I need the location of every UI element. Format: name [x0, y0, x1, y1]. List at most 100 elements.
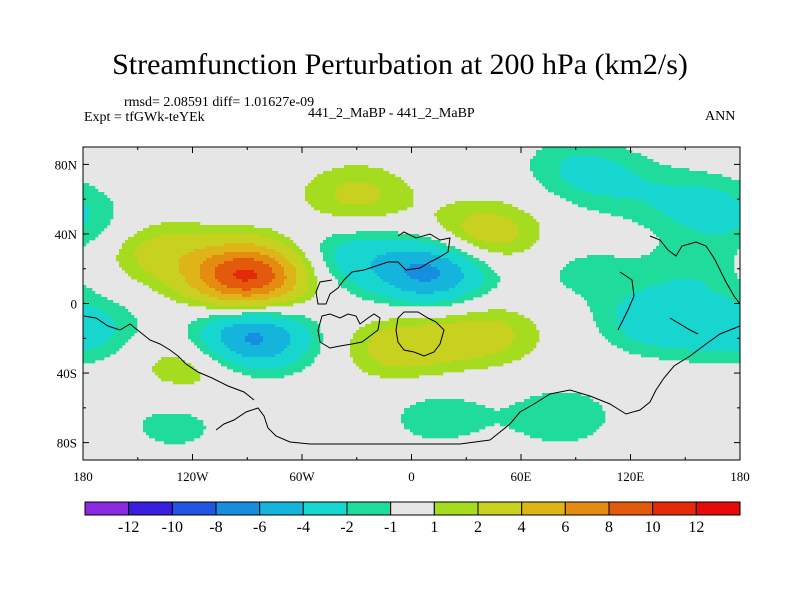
contour-cell: [332, 264, 336, 268]
contour-cell: [575, 162, 579, 166]
contour-cell: [365, 276, 369, 280]
contour-cell: [476, 273, 480, 277]
contour-cell: [203, 240, 207, 244]
contour-cell: [665, 255, 669, 259]
contour-cell: [167, 225, 171, 229]
contour-cell: [179, 255, 183, 259]
contour-cell: [407, 246, 411, 250]
contour-cell: [245, 234, 249, 238]
contour-cell: [677, 183, 681, 187]
contour-cell: [698, 267, 702, 271]
contour-cell: [494, 207, 498, 211]
contour-cell: [719, 195, 723, 199]
contour-cell: [392, 192, 396, 196]
contour-cell: [512, 240, 516, 244]
contour-cell: [692, 273, 696, 277]
contour-cell: [263, 255, 267, 259]
contour-cell: [728, 270, 732, 274]
contour-cell: [254, 243, 258, 247]
contour-cell: [518, 231, 522, 235]
contour-cell: [425, 255, 429, 259]
contour-cell: [509, 222, 513, 226]
contour-cell: [275, 258, 279, 262]
contour-cell: [512, 219, 516, 223]
contour-cell: [566, 192, 570, 196]
contour-cell: [353, 180, 357, 184]
contour-cell: [629, 198, 633, 202]
contour-cell: [614, 201, 618, 205]
contour-cell: [395, 195, 399, 199]
contour-cell: [671, 222, 675, 226]
contour-cell: [236, 261, 240, 265]
contour-cell: [266, 264, 270, 268]
contour-cell: [680, 225, 684, 229]
contour-cell: [563, 273, 567, 277]
contour-cell: [467, 219, 471, 223]
contour-cell: [539, 150, 543, 154]
contour-cell: [644, 270, 648, 274]
contour-cell: [356, 240, 360, 244]
contour-cell: [338, 204, 342, 208]
contour-cell: [719, 276, 723, 280]
contour-cell: [389, 207, 393, 211]
contour-cell: [377, 183, 381, 187]
contour-cell: [368, 231, 372, 235]
contour-cell: [437, 279, 441, 283]
contour-cell: [716, 270, 720, 274]
contour-cell: [251, 243, 255, 247]
contour-cell: [671, 246, 675, 250]
contour-cell: [422, 240, 426, 244]
contour-cell: [707, 222, 711, 226]
contour-cell: [407, 186, 411, 190]
contour-cell: [389, 174, 393, 178]
contour-cell: [170, 246, 174, 250]
contour-cell: [98, 198, 102, 202]
contour-cell: [203, 270, 207, 274]
contour-cell: [392, 261, 396, 265]
contour-cell: [428, 237, 432, 241]
contour-cell: [356, 174, 360, 178]
contour-cell: [392, 180, 396, 184]
contour-cell: [587, 147, 591, 151]
contour-cell: [173, 267, 177, 271]
contour-cell: [377, 279, 381, 283]
contour-cell: [131, 276, 135, 280]
contour-cell: [539, 177, 543, 181]
contour-cell: [374, 180, 378, 184]
contour-cell: [623, 261, 627, 265]
contour-cell: [164, 264, 168, 268]
contour-cell: [641, 186, 645, 190]
contour-cell: [227, 276, 231, 280]
contour-cell: [623, 264, 627, 268]
contour-cell: [701, 270, 705, 274]
contour-cell: [353, 165, 357, 169]
contour-cell: [455, 252, 459, 256]
contour-cell: [221, 279, 225, 283]
contour-cell: [671, 186, 675, 190]
contour-cell: [89, 192, 93, 196]
contour-cell: [623, 210, 627, 214]
contour-cell: [506, 249, 510, 253]
contour-cell: [413, 252, 417, 256]
contour-cell: [377, 204, 381, 208]
contour-cell: [701, 177, 705, 181]
contour-cell: [692, 180, 696, 184]
contour-cell: [386, 237, 390, 241]
contour-cell: [503, 225, 507, 229]
contour-cell: [587, 198, 591, 202]
contour-cell: [395, 252, 399, 256]
contour-cell: [599, 210, 603, 214]
contour-cell: [95, 219, 99, 223]
contour-cell: [410, 279, 414, 283]
contour-cell: [587, 189, 591, 193]
contour-cell: [329, 237, 333, 241]
contour-cell: [479, 240, 483, 244]
contour-cell: [725, 198, 729, 202]
contour-cell: [473, 222, 477, 226]
contour-cell: [563, 189, 567, 193]
contour-cell: [692, 222, 696, 226]
contour-cell: [335, 201, 339, 205]
contour-cell: [680, 246, 684, 250]
contour-cell: [386, 174, 390, 178]
contour-cell: [224, 237, 228, 241]
